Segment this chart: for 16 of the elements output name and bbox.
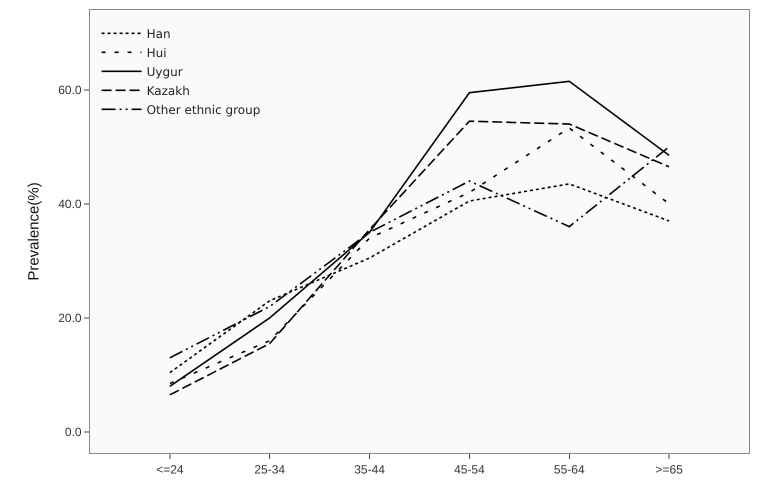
x-tick-label: >=65: [655, 462, 684, 476]
y-tick-label: 0.0: [64, 425, 82, 440]
x-tick-label: 55-64: [554, 462, 585, 476]
x-tick-label: 35-44: [354, 462, 386, 476]
legend-label: Other ethnic group: [146, 103, 260, 118]
x-tick-label: <=24: [156, 462, 184, 476]
x-tick-label: 45-54: [454, 462, 486, 476]
y-axis-title: Prevalence(%): [25, 182, 42, 281]
legend-label: Uygur: [146, 65, 183, 80]
legend-label: Hui: [146, 46, 167, 60]
x-tick-label: 25-34: [254, 462, 286, 476]
y-tick-label: 60.0: [58, 83, 82, 98]
y-tick-label: 20.0: [58, 311, 82, 326]
y-tick-label: 40.0: [58, 197, 82, 212]
legend-label: Kazakh: [146, 84, 190, 98]
legend-label: Han: [146, 27, 171, 42]
